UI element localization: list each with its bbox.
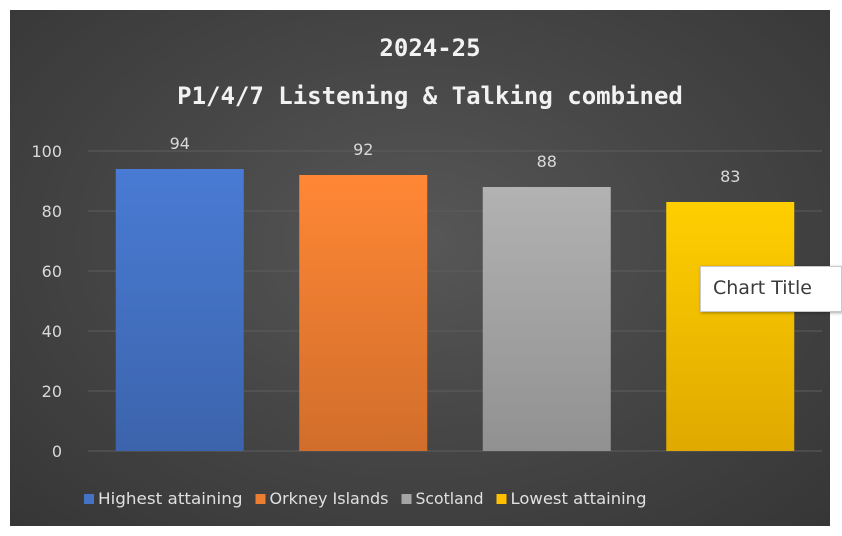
legend-label: Lowest attaining [511, 489, 647, 508]
legend-swatch [84, 494, 94, 504]
bar-lowest-attaining [666, 202, 795, 451]
data-label: 94 [170, 134, 190, 153]
bar-scotland [482, 187, 611, 451]
y-tick-label: 80 [42, 202, 62, 221]
legend-swatch [401, 494, 412, 504]
y-tick-label: 100 [31, 142, 62, 161]
chart-title-tooltip: Chart Title [700, 266, 842, 312]
y-tick-label: 60 [42, 262, 62, 281]
data-label: 92 [353, 140, 373, 159]
bar-orkney-islands [299, 175, 428, 451]
chart-title: 2024-25 [379, 34, 480, 62]
legend: Highest attaining Orkney Islands Scotland L… [84, 489, 647, 508]
data-labels: 94 92 88 83 [170, 134, 741, 186]
y-tick-label: 0 [52, 442, 62, 461]
y-tick-label: 40 [42, 322, 62, 341]
legend-swatch [496, 494, 507, 504]
legend-label: Highest attaining [98, 489, 243, 508]
data-label: 88 [537, 152, 557, 171]
legend-label: Orkney Islands [270, 489, 389, 508]
bar-highest-attaining [115, 169, 244, 451]
legend-swatch [255, 494, 266, 504]
legend-label: Scotland [416, 489, 484, 508]
y-axis: 0 20 40 60 80 100 [31, 142, 62, 461]
chart-subtitle: P1/4/7 Listening & Talking combined [177, 82, 683, 110]
bars [115, 169, 795, 451]
data-label: 83 [720, 167, 740, 186]
y-tick-label: 20 [42, 382, 62, 401]
